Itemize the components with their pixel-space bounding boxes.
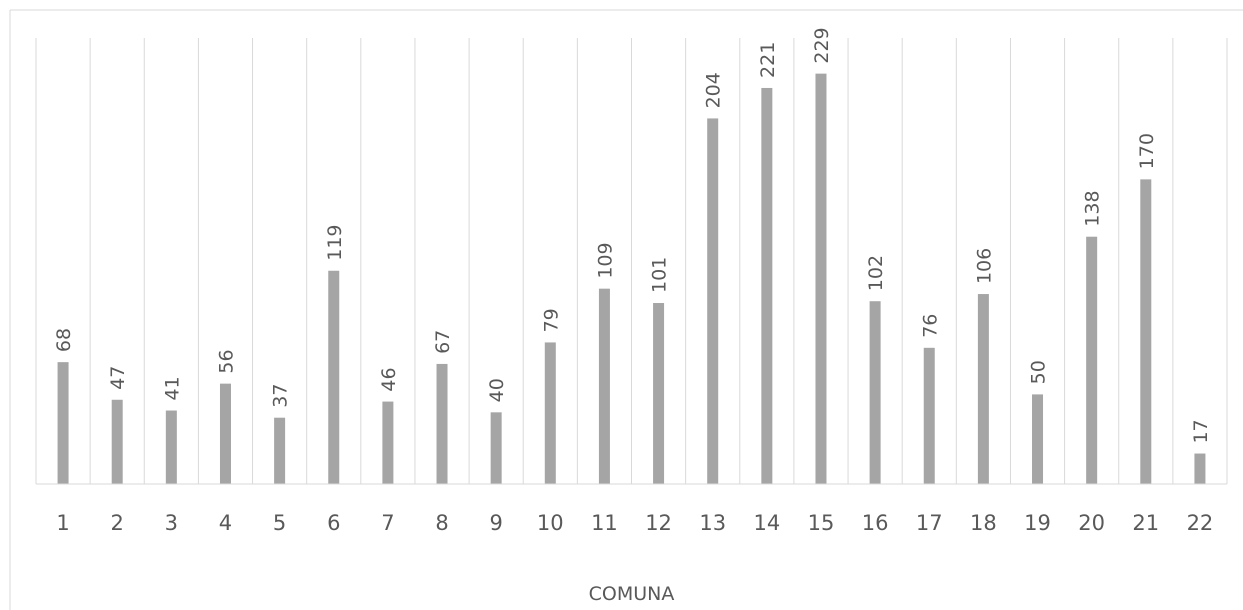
bar: [1194, 453, 1206, 484]
bar-data-label: 50: [1028, 360, 1050, 384]
bar: [653, 303, 665, 484]
x-tick-label: 11: [591, 511, 618, 535]
bar: [1086, 236, 1098, 484]
bar-data-label: 47: [107, 366, 129, 390]
x-tick-label: 13: [699, 511, 726, 535]
x-tick-label: 15: [808, 511, 835, 535]
bar-data-label: 37: [270, 384, 292, 408]
bar: [815, 73, 827, 484]
x-tick-label: 7: [381, 511, 394, 535]
x-tick-label: 2: [111, 511, 124, 535]
bar-data-label: 67: [432, 330, 454, 354]
bar-data-label: 41: [161, 376, 183, 400]
x-tick-label: 20: [1078, 511, 1105, 535]
x-tick-label: 19: [1024, 511, 1051, 535]
bar: [328, 270, 340, 484]
bar: [977, 294, 989, 484]
bar: [869, 301, 881, 484]
bar: [490, 412, 502, 484]
bar-data-label: 46: [378, 367, 400, 391]
x-tick-labels: 1 2 3 4 5 6 7 8 9 10 11 12 13 14 15 16 17 18 19 20 21 22: [56, 511, 1213, 535]
bar: [274, 417, 286, 484]
bar-data-label: 170: [1136, 133, 1158, 169]
bar: [598, 288, 610, 484]
bar: [165, 410, 177, 484]
bar-data-label: 204: [703, 72, 725, 108]
x-tick-label: 17: [916, 511, 943, 535]
bars: [57, 73, 1206, 485]
bar-data-label: 76: [919, 314, 941, 338]
x-tick-label: 5: [273, 511, 286, 535]
bar-data-label: 106: [973, 248, 995, 284]
bar-data-label: 229: [811, 27, 833, 63]
data-labels: 68 47 41 56 37 119 46 67 40 79 109 101 204 221 229 102 7…: [53, 27, 1212, 443]
bar-data-label: 68: [53, 328, 75, 352]
x-tick-label: 4: [219, 511, 232, 535]
x-tick-label: 16: [862, 511, 889, 535]
bar: [544, 342, 556, 484]
x-tick-label: 8: [435, 511, 448, 535]
x-tick-label: 22: [1187, 511, 1214, 535]
bar-data-label: 56: [215, 349, 237, 373]
bar: [761, 87, 773, 484]
x-tick-label: 18: [970, 511, 997, 535]
gridlines: [35, 38, 1228, 484]
bar-data-label: 221: [757, 42, 779, 78]
x-tick-label: 14: [753, 511, 780, 535]
x-axis-title: COMUNA: [589, 583, 675, 605]
x-tick-label: 12: [645, 511, 672, 535]
chart-frame: [9, 9, 1243, 610]
bar-data-label: 102: [865, 255, 887, 291]
bar-data-label: 40: [486, 378, 508, 402]
bar: [923, 347, 935, 484]
bar-data-label: 17: [1190, 419, 1212, 443]
bar-data-label: 138: [1082, 190, 1104, 226]
bar: [111, 399, 123, 484]
x-tick-label: 21: [1132, 511, 1159, 535]
bar: [382, 401, 394, 484]
bar: [707, 118, 719, 484]
bar: [436, 363, 448, 484]
bar-data-label: 101: [649, 257, 671, 293]
bar: [219, 383, 231, 484]
x-tick-label: 9: [489, 511, 502, 535]
bar-data-label: 79: [540, 308, 562, 332]
bar: [1140, 179, 1152, 485]
x-tick-label: 1: [56, 511, 69, 535]
x-tick-label: 6: [327, 511, 340, 535]
x-tick-label: 10: [537, 511, 564, 535]
bar: [57, 362, 69, 484]
bar-data-label: 109: [594, 242, 616, 278]
bar-data-label: 119: [324, 224, 346, 260]
x-tick-label: 3: [165, 511, 178, 535]
bar: [1032, 394, 1044, 484]
